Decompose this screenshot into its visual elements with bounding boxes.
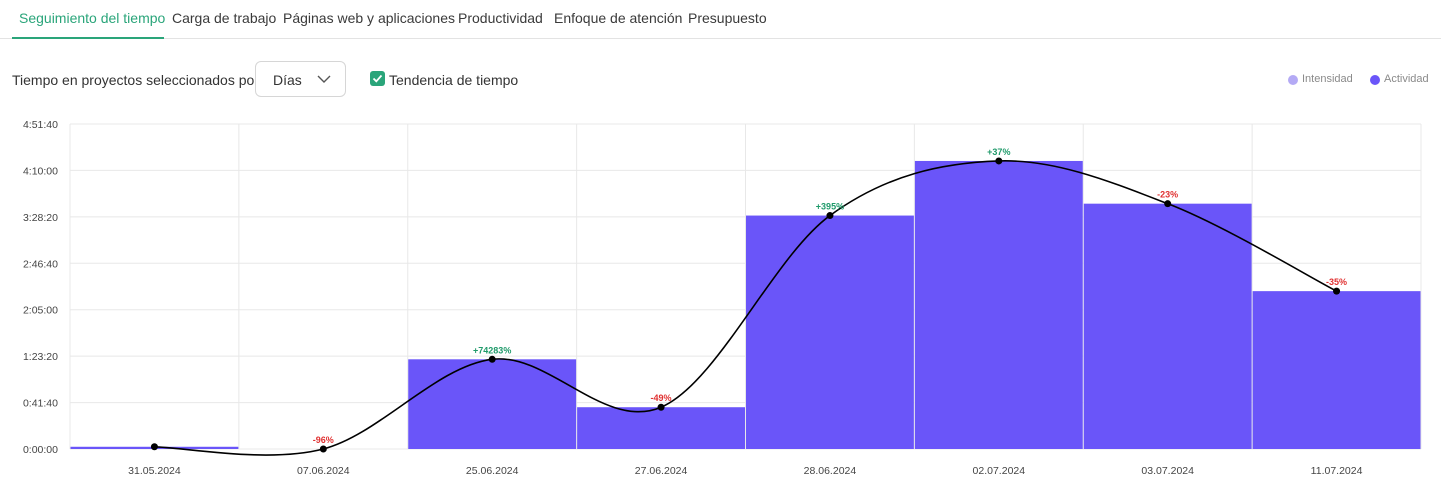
y-tick-label: 4:10:00	[23, 165, 58, 177]
x-tick-label: 07.06.2024	[297, 465, 350, 477]
group-by-label: Tiempo en proyectos seleccionados por	[12, 72, 259, 88]
legend-label-intensidad[interactable]: Intensidad	[1302, 73, 1353, 85]
y-tick-label: 1:23:20	[23, 351, 58, 363]
y-tick-label: 3:28:20	[23, 212, 58, 224]
tab-productividad[interactable]: Productividad	[458, 10, 543, 26]
active-tab-indicator	[12, 37, 164, 39]
y-tick-label: 2:46:40	[23, 258, 58, 270]
trend-point	[657, 403, 665, 411]
trend-point	[319, 445, 327, 453]
bar	[577, 407, 745, 449]
tab-paginas-web-y-aplicaciones[interactable]: Páginas web y aplicaciones	[283, 10, 455, 26]
y-tick-label: 0:41:40	[23, 398, 58, 410]
trend-point	[488, 355, 496, 363]
trend-change-label: -96%	[313, 435, 334, 445]
trend-point	[150, 443, 158, 451]
trend-change-label: -49%	[651, 393, 672, 403]
tab-seguimiento-del-tiempo[interactable]: Seguimiento del tiempo	[19, 10, 166, 26]
y-tick-label: 2:05:00	[23, 305, 58, 317]
tab-carga-de-trabajo[interactable]: Carga de trabajo	[172, 10, 277, 26]
legend-dot-intensidad	[1288, 75, 1298, 85]
trend-point	[1333, 287, 1341, 295]
tab-presupuesto[interactable]: Presupuesto	[688, 10, 767, 26]
x-tick-label: 31.05.2024	[128, 465, 181, 477]
chevron-down-icon	[317, 75, 331, 83]
legend-dot-actividad	[1370, 75, 1380, 85]
group-by-select[interactable]: Días	[255, 61, 346, 97]
x-tick-label: 03.07.2024	[1141, 465, 1194, 477]
x-tick-label: 02.07.2024	[973, 465, 1026, 477]
y-tick-label: 4:51:40	[23, 119, 58, 131]
time-tracking-chart: 0:00:00 0:41:40 1:23:20 2:05:00 2:46:40 3:28:…	[23, 119, 1422, 477]
bar	[1252, 291, 1421, 449]
bar	[746, 215, 914, 449]
trend-point	[826, 212, 834, 220]
trend-line	[154, 160, 1337, 456]
x-tick-label: 28.06.2024	[804, 465, 857, 477]
trend-change-label: +395%	[816, 202, 844, 212]
bar	[914, 160, 1083, 449]
trend-change-label: -23%	[1157, 190, 1178, 200]
trend-change-label: +37%	[987, 147, 1010, 157]
x-tick-label: 25.06.2024	[466, 465, 519, 477]
trend-point	[1164, 200, 1172, 208]
bar	[1083, 203, 1252, 449]
trend-change-label: -35%	[1326, 277, 1347, 287]
tab-bar: Seguimiento del tiempo Carga de trabajo …	[0, 0, 1441, 39]
group-by-select-value: Días	[273, 72, 302, 88]
x-tick-label: 27.06.2024	[635, 465, 688, 477]
trend-checkbox[interactable]	[370, 71, 385, 86]
x-tick-label: 11.07.2024	[1311, 465, 1363, 477]
trend-change-label: +74283%	[473, 345, 511, 355]
tab-enfoque-de-atencion[interactable]: Enfoque de atención	[554, 10, 683, 26]
y-tick-label: 0:00:00	[23, 444, 58, 456]
check-icon	[372, 74, 383, 83]
legend-label-actividad[interactable]: Actividad	[1384, 73, 1429, 85]
trend-point	[995, 157, 1003, 165]
trend-checkbox-label[interactable]: Tendencia de tiempo	[389, 72, 519, 88]
bar	[408, 359, 577, 449]
